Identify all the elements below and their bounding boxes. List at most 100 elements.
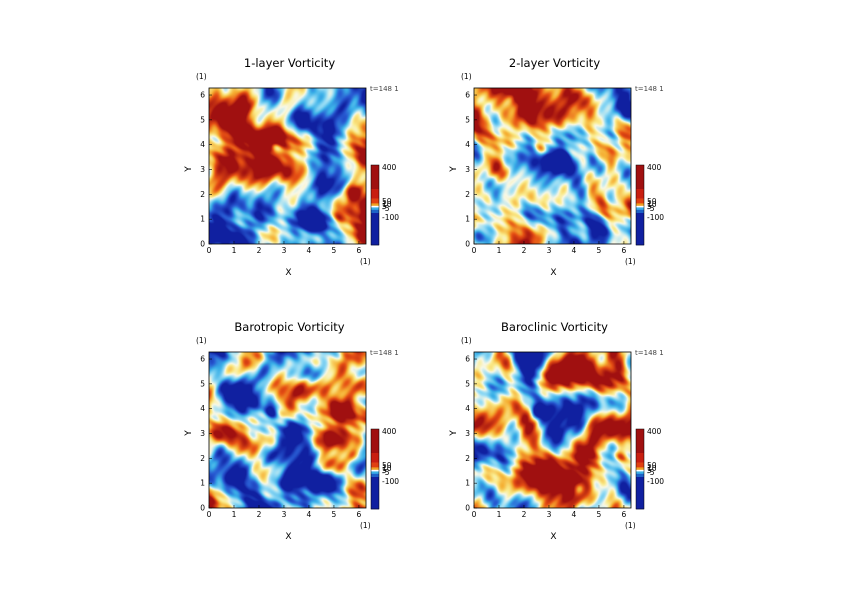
y-tick-label: 0: [465, 504, 470, 513]
y-tick-label: 6: [200, 355, 205, 364]
colorbar-segment: [636, 471, 644, 475]
x-tick-label: 5: [597, 510, 602, 519]
colorbar-label: -100: [647, 213, 664, 222]
x-tick-label: 0: [207, 510, 212, 519]
x-tick-label: 6: [622, 246, 627, 255]
y-tick-label: 5: [200, 115, 205, 124]
y-tick-label: 6: [200, 91, 205, 100]
x-tick-label: 1: [497, 246, 502, 255]
colorbar-label: 50: [382, 461, 392, 470]
x-unit-label: (1): [625, 257, 636, 266]
y-tick-label: 6: [465, 355, 470, 364]
x-tick-label: 6: [357, 510, 362, 519]
y-tick-label: 1: [200, 479, 205, 488]
time-label: t=148 1: [635, 85, 664, 93]
colorbar-label: -100: [382, 213, 399, 222]
colorbar-label: 10: [647, 464, 657, 473]
x-axis-label: X: [550, 532, 556, 542]
y-tick-label: 0: [465, 240, 470, 249]
colorbar-segment: [636, 429, 644, 454]
vorticity-panel-1: 1-layer Vorticity (1) t=148 1 0 1 2 3 4 5 6 0 1 2 3 4 5…: [184, 56, 399, 278]
colorbar-label: 50: [647, 461, 657, 470]
colorbar-label: 400: [382, 427, 397, 436]
colorbar-segment: [371, 467, 379, 471]
vorticity-field: [474, 88, 631, 244]
x-tick-label: 5: [332, 246, 337, 255]
x-axis-label: X: [285, 268, 291, 278]
colorbar-segment: [636, 213, 644, 246]
y-tick-label: 4: [465, 404, 470, 413]
colorbar-label: 50: [647, 197, 657, 206]
y-unit-label: (1): [196, 336, 207, 345]
colorbar-segment: [371, 213, 379, 246]
colorbar-segment: [371, 198, 379, 204]
y-tick-label: 6: [465, 91, 470, 100]
y-tick-label: 4: [200, 140, 205, 149]
x-tick-label: 0: [207, 246, 212, 255]
x-tick-label: 1: [232, 246, 237, 255]
y-tick-label: 0: [200, 240, 205, 249]
colorbar-frame: [635, 164, 645, 246]
x-axis-label: X: [550, 268, 556, 278]
colorbar-label: 5: [647, 466, 652, 475]
plot-frame: [473, 351, 632, 509]
x-tick-label: 0: [472, 510, 477, 519]
x-tick-label: 5: [332, 510, 337, 519]
colorbar-segment: [371, 429, 379, 454]
colorbar-segment: [636, 198, 644, 204]
x-tick-label: 4: [572, 510, 577, 519]
y-tick-label: 1: [200, 215, 205, 224]
y-tick-label: 5: [465, 115, 470, 124]
vorticity-field: [474, 352, 631, 508]
y-tick-label: 2: [200, 454, 205, 463]
y-tick-label: 3: [200, 165, 205, 174]
colorbar-segment: [371, 209, 379, 214]
colorbar-label: -100: [382, 477, 399, 486]
colorbar-label: -5: [382, 204, 390, 213]
x-tick-label: 5: [597, 246, 602, 255]
x-tick-label: 2: [257, 246, 262, 255]
colorbar-segment: [636, 467, 644, 471]
colorbar-segment: [636, 469, 644, 472]
colorbar-label: 50: [382, 197, 392, 206]
y-axis-label: Y: [449, 166, 459, 173]
vorticity-panel-3: Barotropic Vorticity (1) t=148 1 0 1 2 3 4 5 6 0 1 2…: [184, 320, 399, 542]
colorbar-frame: [635, 428, 645, 510]
x-tick-label: 1: [497, 510, 502, 519]
x-tick-label: 4: [307, 510, 312, 519]
colorbar-label: 5: [647, 202, 652, 211]
panel-title: Barotropic Vorticity: [234, 320, 344, 334]
colorbar-segment: [371, 165, 379, 190]
colorbar-segment: [636, 165, 644, 190]
colorbar-segment: [371, 477, 379, 510]
panel-title: 1-layer Vorticity: [244, 56, 335, 70]
colorbar-segment: [636, 209, 644, 214]
colorbar-frame: [370, 164, 380, 246]
y-tick-label: 5: [465, 379, 470, 388]
colorbar-segment: [636, 203, 644, 207]
colorbar-label: -5: [647, 468, 655, 477]
x-axis-label: X: [285, 532, 291, 542]
x-tick-label: 2: [522, 246, 527, 255]
y-unit-label: (1): [461, 336, 472, 345]
y-tick-label: 4: [200, 404, 205, 413]
y-tick-label: 2: [200, 190, 205, 199]
x-tick-label: 3: [547, 510, 552, 519]
y-tick-label: 5: [200, 379, 205, 388]
y-tick-label: 3: [465, 429, 470, 438]
colorbar-segment: [371, 473, 379, 478]
x-tick-label: 3: [282, 510, 287, 519]
time-label: t=148 1: [370, 349, 399, 357]
y-tick-label: 2: [465, 454, 470, 463]
x-tick-label: 4: [572, 246, 577, 255]
x-tick-label: 3: [547, 246, 552, 255]
x-tick-label: 3: [282, 246, 287, 255]
x-tick-label: 2: [257, 510, 262, 519]
panel-title: 2-layer Vorticity: [509, 56, 600, 70]
colorbar-segment: [371, 203, 379, 207]
y-unit-label: (1): [196, 72, 207, 81]
x-tick-label: 4: [307, 246, 312, 255]
colorbar-label: 400: [382, 163, 397, 172]
vorticity-field: [209, 352, 366, 508]
